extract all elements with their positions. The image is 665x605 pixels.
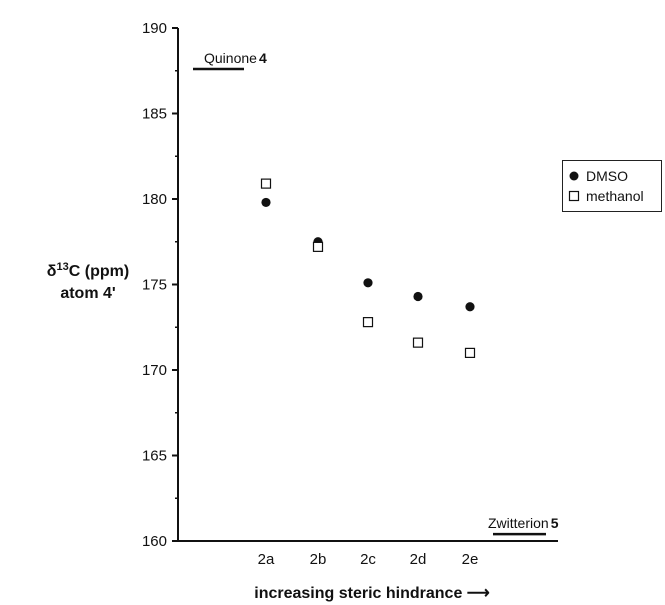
point-methanol-2b — [312, 241, 324, 252]
y-axis: 160 165 170 175 180 185 190 — [142, 20, 179, 550]
x-tick-label: 2a — [258, 551, 275, 568]
y-tick-label: 185 — [142, 106, 167, 123]
y-axis-title: δ13C (ppm) — [47, 261, 129, 280]
point-methanol-2d — [412, 337, 424, 348]
point-dmso-2c — [363, 278, 373, 288]
zwitterion-annotation: Zwitterion 5 — [488, 515, 559, 536]
y-tick-label: 180 — [142, 191, 167, 208]
open-square-icon — [568, 190, 580, 202]
legend-label-methanol: methanol — [586, 188, 644, 204]
x-tick-label: 2e — [462, 551, 479, 568]
y-axis-title-line2: atom 4' — [60, 285, 115, 302]
legend-item-methanol: methanol — [568, 186, 661, 206]
legend: DMSO methanol — [562, 160, 662, 212]
x-axis-title: increasing steric hindrance ⟶ — [254, 585, 490, 602]
x-axis: 2a 2b 2c 2d 2e — [178, 540, 558, 568]
quinone-label: Quinone — [204, 50, 257, 66]
point-dmso-2e — [465, 302, 475, 312]
zwitterion-label: Zwitterion — [488, 515, 549, 531]
zwitterion-number: 5 — [551, 515, 559, 531]
point-dmso-2d — [413, 291, 423, 302]
quinone-annotation: Quinone 4 — [193, 50, 267, 71]
x-tick-label: 2b — [310, 551, 327, 568]
y-tick-label: 165 — [142, 448, 167, 465]
legend-item-dmso: DMSO — [568, 166, 661, 186]
x-tick-label: 2c — [360, 551, 376, 568]
y-tick-label: 170 — [142, 362, 167, 379]
point-methanol-2a — [260, 178, 272, 189]
y-tick-label: 190 — [142, 20, 167, 37]
x-tick-label: 2d — [410, 551, 427, 568]
legend-label-dmso: DMSO — [586, 168, 628, 184]
point-methanol-2e — [464, 347, 476, 358]
quinone-number: 4 — [259, 50, 267, 66]
point-dmso-2a — [261, 197, 271, 208]
point-methanol-2c — [362, 317, 374, 328]
filled-circle-icon — [569, 171, 579, 181]
data-points — [260, 178, 476, 358]
y-tick-label: 160 — [142, 533, 167, 550]
y-tick-label: 175 — [142, 277, 167, 294]
